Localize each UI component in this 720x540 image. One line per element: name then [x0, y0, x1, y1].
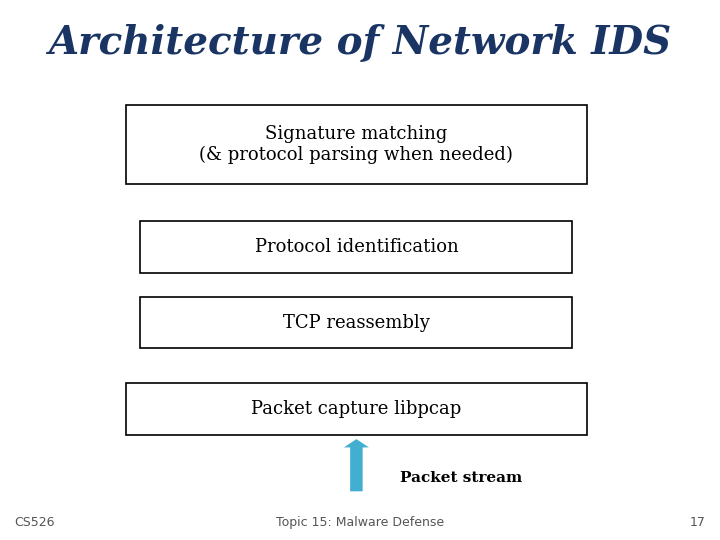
Text: CS526: CS526: [14, 516, 55, 529]
Text: 17: 17: [690, 516, 706, 529]
Text: Signature matching
(& protocol parsing when needed): Signature matching (& protocol parsing w…: [199, 125, 513, 164]
FancyBboxPatch shape: [140, 297, 572, 348]
Text: Architecture of Network IDS: Architecture of Network IDS: [48, 24, 672, 62]
FancyBboxPatch shape: [126, 105, 587, 184]
Text: TCP reassembly: TCP reassembly: [283, 314, 430, 332]
FancyBboxPatch shape: [140, 221, 572, 273]
Text: Packet capture libpcap: Packet capture libpcap: [251, 400, 462, 418]
Text: Protocol identification: Protocol identification: [255, 238, 458, 256]
Text: Topic 15: Malware Defense: Topic 15: Malware Defense: [276, 516, 444, 529]
Text: Packet stream: Packet stream: [400, 471, 522, 485]
FancyBboxPatch shape: [126, 383, 587, 435]
